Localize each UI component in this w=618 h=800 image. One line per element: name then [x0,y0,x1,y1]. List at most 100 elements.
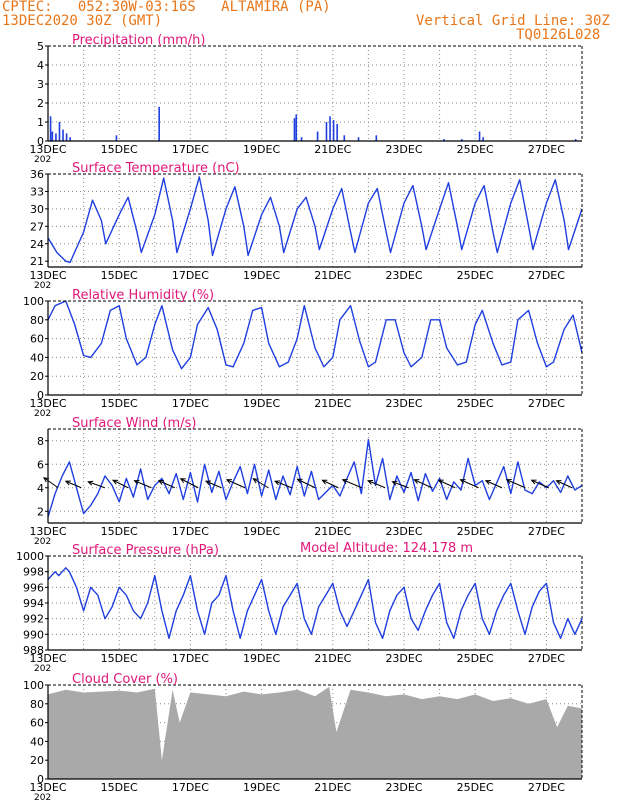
x-tick-label: 27DEC [528,143,565,156]
x-tick-label: 23DEC [385,525,422,538]
precip-bar [443,139,445,141]
wind-arrow [112,479,129,489]
wind-arrowhead [157,480,164,485]
precip-bar [55,133,57,141]
y-tick-label: 8 [37,435,44,448]
wind-arrow [43,477,59,489]
x-tick-label: 13DEC [29,652,66,665]
precip-bar [65,133,68,141]
x-tick-label: 17DEC [172,652,209,665]
x-tick-label: 25DEC [457,269,494,282]
x-year-stub: 202 [34,793,51,800]
wind-arrow [485,480,503,489]
y-tick-label: 33 [30,185,44,198]
panel-title: Surface Wind (m/s) [72,416,196,431]
x-tick-label: 15DEC [101,143,138,156]
x-tick-label: 23DEC [385,143,422,156]
wind-arrowhead [437,479,444,485]
panel-title: Relative Humidity (%) [72,288,214,303]
wind-arrowhead [43,477,50,483]
wind-arrowhead [391,480,398,486]
wind-arrowhead [274,480,281,486]
panel-3: 2 4 6 8 13DEC 15DEC 17DEC 19DEC 21DEC 23DEC 25DEC 2… [29,416,583,547]
y-tick-label: 30 [30,203,44,216]
wind-arrow [556,480,573,489]
x-tick-label: 25DEC [457,525,494,538]
wind-arrowhead [179,478,186,484]
panel-5: 0 20 40 60 80 100 13DEC 15DEC 17DEC 19DEC 21DEC 23D… [23,672,583,800]
y-tick-label: 5 [37,40,44,53]
y-tick-label: 27 [30,220,44,233]
series-line [47,300,583,370]
x-tick-label: 21DEC [314,781,351,794]
precip-bar [343,135,346,141]
wind-arrowhead [505,479,512,484]
wind-arrow [158,480,176,489]
x-tick-label: 19DEC [243,525,280,538]
y-tick-label: 40 [30,735,44,748]
panel-title: Cloud Cover (%) [72,672,178,687]
y-tick-label: 80 [30,314,44,327]
x-tick-label: 21DEC [314,397,351,410]
x-tick-label: 19DEC [243,781,280,794]
panel-0: 0 1 2 3 4 5 13DEC 15DEC 17DEC 19DEC 21DEC 23DEC 25DE… [29,33,583,165]
panel-title: Surface Temperature (nC) [72,161,240,176]
wind-arrow [392,481,409,489]
wind-arrow [88,481,105,489]
precip-bar [332,120,335,141]
x-tick-label: 23DEC [385,781,422,794]
station-title: CPTEC: 052:30W-03:16S ALTAMIRA (PA) [2,0,331,15]
y-tick-label: 20 [30,370,44,383]
y-tick-label: 0 [37,135,44,148]
x-tick-label: 13DEC [29,781,66,794]
x-tick-label: 23DEC [385,652,422,665]
wind-arrow [226,479,246,489]
x-tick-label: 21DEC [314,652,351,665]
y-tick-label: 998 [23,566,44,579]
wind-arrow [438,479,456,489]
wind-arrowhead [321,479,328,485]
x-tick-label: 17DEC [172,525,209,538]
y-tick-label: 0 [37,773,44,786]
y-tick-label: 100 [23,295,44,308]
x-year-stub: 202 [34,664,51,674]
x-tick-label: 15DEC [101,652,138,665]
x-tick-label: 17DEC [172,781,209,794]
wind-arrowhead [87,480,94,486]
y-tick-label: 6 [37,458,44,471]
y-tick-label: 36 [30,168,44,181]
x-tick-label: 17DEC [172,269,209,282]
wind-arrow [297,478,316,489]
x-tick-label: 25DEC [457,652,494,665]
wind-arrowhead [341,478,348,484]
precip-bar [62,129,64,141]
y-tick-label: 4 [37,482,44,495]
wind-arrow [65,480,82,489]
wind-arrow [205,480,222,489]
x-tick-label: 23DEC [385,269,422,282]
y-tick-label: 1 [37,116,44,129]
x-tick-label: 27DEC [528,525,565,538]
y-tick-label: 2 [37,97,44,110]
x-tick-label: 25DEC [457,143,494,156]
precip-bar [482,137,484,141]
y-tick-label: 990 [23,628,44,641]
x-tick-label: 13DEC [29,397,66,410]
wind-arrow [506,479,526,489]
wind-arrowhead [413,479,420,484]
precip-bar [115,135,118,141]
wind-arrowhead [530,479,537,485]
x-tick-label: 17DEC [172,143,209,156]
y-tick-label: 4 [37,59,44,72]
x-tick-label: 25DEC [457,397,494,410]
wind-arrowhead [484,480,491,485]
model-altitude-label: Model Altitude: 124.178 m [300,541,473,556]
x-year-stub: 202 [34,537,51,547]
x-tick-label: 15DEC [101,525,138,538]
precip-bar [49,116,52,141]
x-tick-label: 19DEC [243,143,280,156]
wind-arrow [531,479,549,489]
y-tick-label: 2 [37,505,44,518]
wind-arrowhead [112,479,119,485]
panel-title: Precipitation (mm/h) [72,33,205,48]
